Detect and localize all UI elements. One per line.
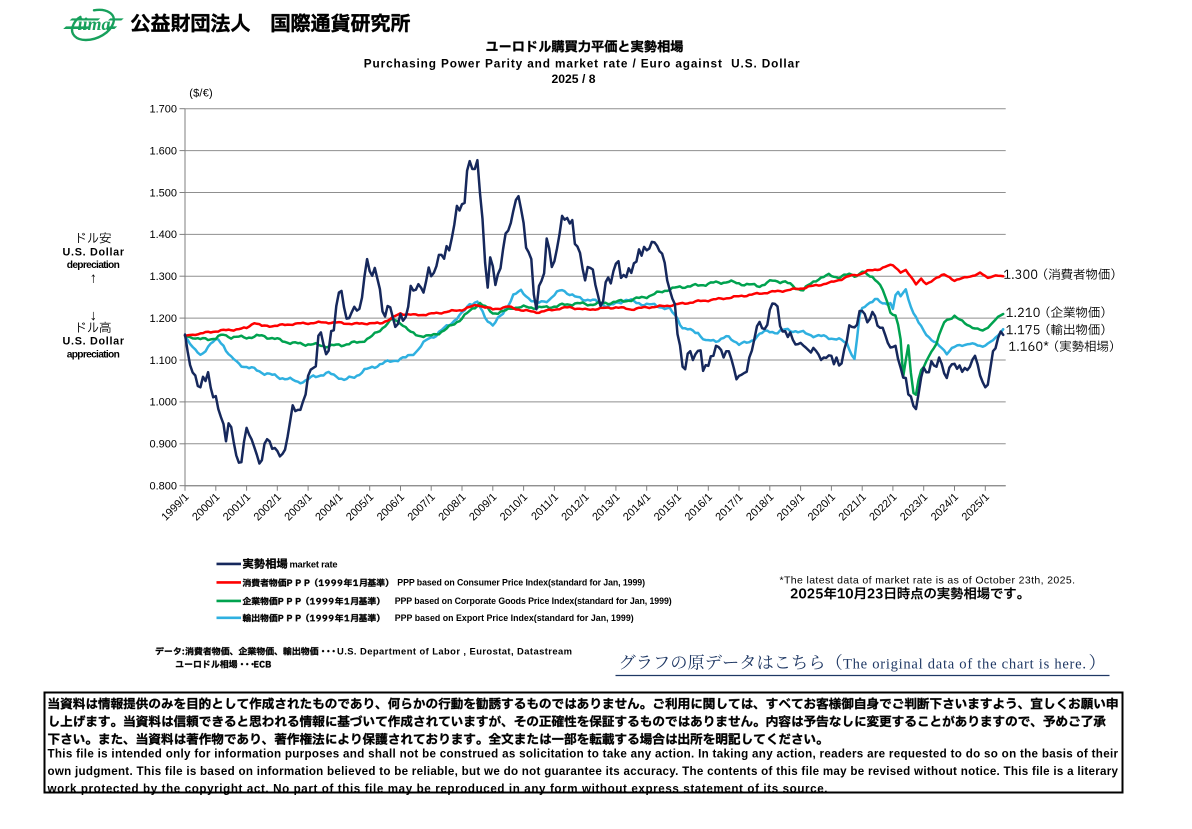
svg-text:2013/1: 2013/1 bbox=[590, 491, 622, 523]
svg-text:2011/1: 2011/1 bbox=[529, 491, 561, 523]
svg-text:2019/1: 2019/1 bbox=[775, 491, 807, 523]
svg-text:2021/1: 2021/1 bbox=[837, 491, 869, 523]
svg-text:PPP based on Corporate Goods P: PPP based on Corporate Goods Price Index… bbox=[395, 596, 672, 606]
svg-text:This file is intended only for: This file is intended only for informati… bbox=[48, 748, 1119, 761]
svg-text:2015/1: 2015/1 bbox=[652, 491, 684, 523]
svg-text:2014/1: 2014/1 bbox=[621, 491, 653, 523]
svg-text:1.000: 1.000 bbox=[149, 397, 177, 409]
svg-text:market rate: market rate bbox=[290, 559, 338, 569]
svg-text:1.300: 1.300 bbox=[149, 271, 177, 283]
svg-text:2006/1: 2006/1 bbox=[375, 491, 407, 523]
svg-text:1.100: 1.100 bbox=[149, 355, 177, 367]
svg-text:↓: ↓ bbox=[90, 308, 97, 324]
svg-text:2005/1: 2005/1 bbox=[344, 491, 376, 523]
svg-text:2023/1: 2023/1 bbox=[898, 491, 930, 523]
svg-text:2007/1: 2007/1 bbox=[406, 491, 438, 523]
svg-text:U.S. Department of Labor , Eur: U.S. Department of Labor , Eurostat, Dat… bbox=[337, 645, 572, 656]
svg-text:2024/1: 2024/1 bbox=[929, 491, 961, 523]
svg-text:PPP based on Export Price Inde: PPP based on Export Price Index(standard… bbox=[395, 613, 634, 623]
svg-text:work protected by the copyrigh: work protected by the copyright act. No … bbox=[47, 783, 828, 796]
svg-text:1.500: 1.500 bbox=[149, 187, 177, 199]
svg-text:2008/1: 2008/1 bbox=[436, 491, 468, 523]
svg-text:2017/1: 2017/1 bbox=[713, 491, 745, 523]
svg-text:2018/1: 2018/1 bbox=[744, 491, 776, 523]
svg-text:U.S. Dollar: U.S. Dollar bbox=[63, 336, 125, 348]
svg-text:1.600: 1.600 bbox=[149, 145, 177, 157]
svg-text:The original data of the chart: The original data of the chart is here. bbox=[843, 657, 1086, 673]
svg-text:depreciation: depreciation bbox=[67, 260, 120, 271]
svg-text:2002/1: 2002/1 bbox=[252, 491, 284, 523]
svg-text:1.200: 1.200 bbox=[149, 313, 177, 325]
svg-text:*The latest data of market rat: *The latest data of market rate is as of… bbox=[780, 574, 1076, 586]
svg-text:PPP based on Consumer Price In: PPP based on Consumer Price Index(standa… bbox=[397, 578, 645, 588]
svg-text:2004/1: 2004/1 bbox=[313, 491, 345, 523]
svg-text:Purchasing Power Parity and ma: Purchasing Power Parity and market rate … bbox=[364, 57, 800, 71]
svg-text:1999/1: 1999/1 bbox=[159, 491, 191, 523]
svg-text:↑: ↑ bbox=[90, 271, 97, 287]
svg-text:2003/1: 2003/1 bbox=[282, 491, 314, 523]
svg-text:2000/1: 2000/1 bbox=[190, 491, 222, 523]
svg-text:own judgment. This file is bas: own judgment. This file is based on info… bbox=[48, 765, 1119, 778]
svg-text:2012/1: 2012/1 bbox=[559, 491, 591, 523]
svg-text:2025/1: 2025/1 bbox=[960, 491, 992, 523]
svg-text:2020/1: 2020/1 bbox=[806, 491, 838, 523]
svg-text:2009/1: 2009/1 bbox=[467, 491, 499, 523]
svg-text:appreciation: appreciation bbox=[67, 350, 120, 361]
svg-text:2010/1: 2010/1 bbox=[498, 491, 530, 523]
svg-text:0.800: 0.800 bbox=[149, 481, 177, 493]
svg-text:1.400: 1.400 bbox=[149, 229, 177, 241]
svg-text:2016/1: 2016/1 bbox=[683, 491, 715, 523]
svg-text:2025 / 8: 2025 / 8 bbox=[551, 72, 595, 86]
svg-text:2022/1: 2022/1 bbox=[867, 491, 899, 523]
svg-text:1.700: 1.700 bbox=[149, 104, 177, 116]
svg-text:iima: iima bbox=[78, 14, 111, 34]
svg-text:0.900: 0.900 bbox=[149, 439, 177, 451]
svg-text:2001/1: 2001/1 bbox=[221, 491, 253, 523]
svg-text:U.S. Dollar: U.S. Dollar bbox=[63, 246, 125, 258]
svg-text:($/€): ($/€) bbox=[189, 87, 213, 99]
